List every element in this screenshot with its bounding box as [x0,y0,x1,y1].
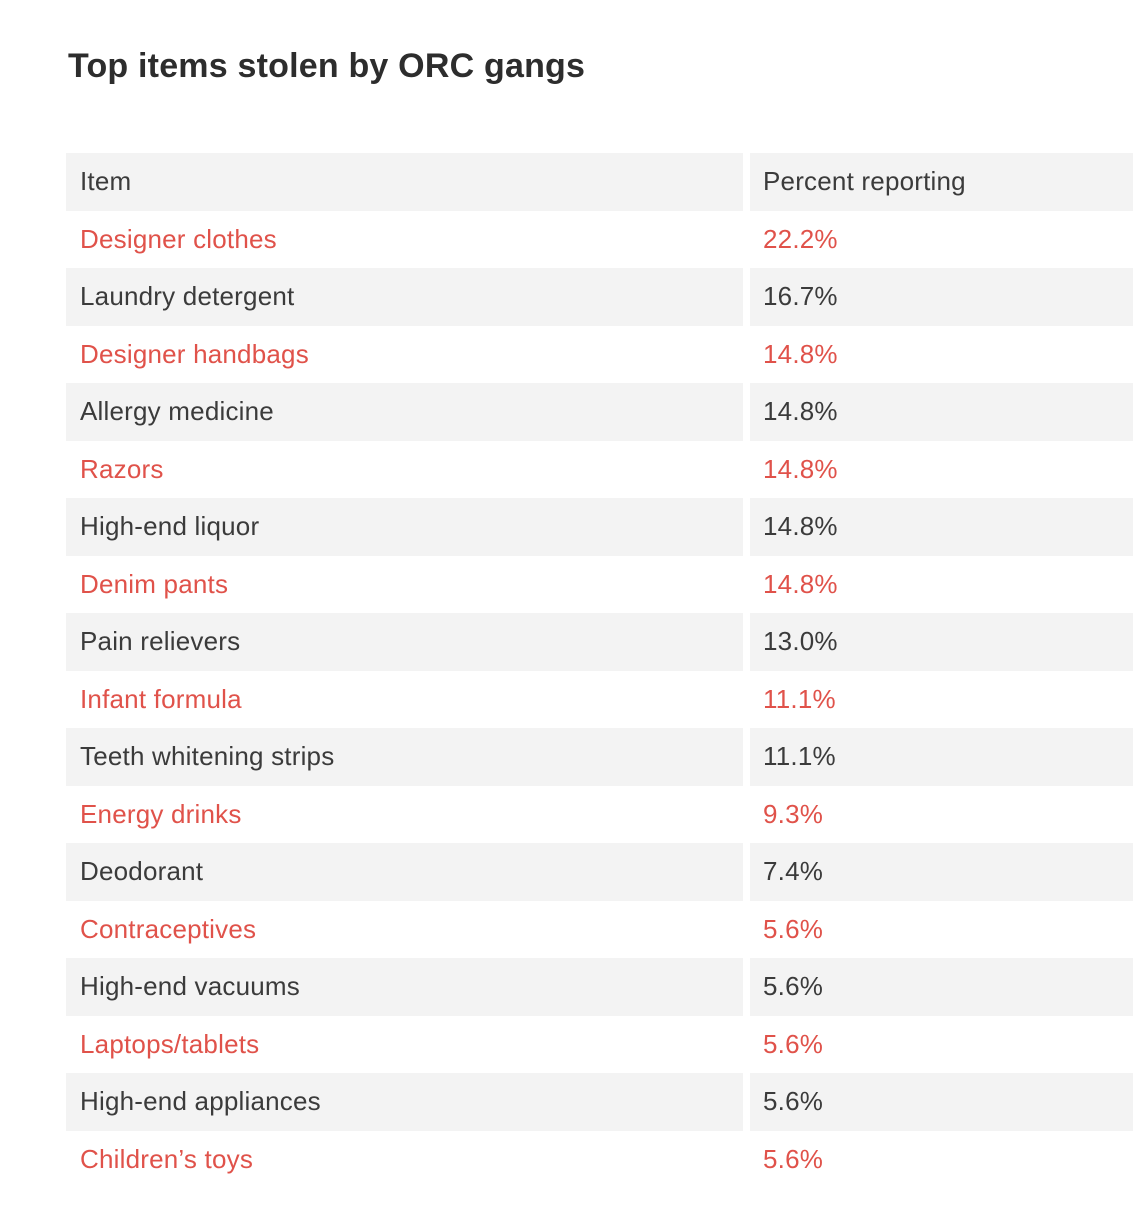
percent-cell: 16.7% [750,268,1133,326]
item-cell: Contraceptives [80,913,257,944]
table-body: Designer clothes 22.2% Laundry detergent 16… [66,211,1133,1189]
column-header-percent: Percent reporting [750,153,1133,211]
table-row: High-end vacuums 5.6% [66,958,1133,1016]
percent-cell: 22.2% [763,223,838,254]
table-row: Infant formula 11.1% [66,671,1133,729]
percent-cell: 5.6% [763,913,824,944]
table-row: Energy drinks 9.3% [66,786,1133,844]
table-row: Denim pants 14.8% [66,556,1133,614]
percent-cell: 14.8% [750,383,1133,441]
item-cell: High-end appliances [66,1073,743,1131]
table-row: Pain relievers 13.0% [66,613,1133,671]
table-row: Children’s toys 5.6% [66,1131,1133,1189]
item-cell: Designer clothes [80,223,277,254]
table-header-row: Item Percent reporting [66,153,1133,211]
percent-cell: 14.8% [763,453,838,484]
percent-cell: 14.8% [750,498,1133,556]
page-title: Top items stolen by ORC gangs [68,47,586,85]
item-cell: Designer handbags [80,338,309,369]
item-cell: Denim pants [80,568,229,599]
table-row: Designer handbags 14.8% [66,326,1133,384]
items-table: Item Percent reporting Designer clothes 2… [66,153,1133,1188]
table-row: Allergy medicine 14.8% [66,383,1133,441]
item-cell: Children’s toys [80,1143,254,1174]
item-cell: Deodorant [66,843,743,901]
table-row: Deodorant 7.4% [66,843,1133,901]
table-row: Teeth whitening strips 11.1% [66,728,1133,786]
percent-cell: 14.8% [763,568,838,599]
table-row: Laptops/tablets 5.6% [66,1016,1133,1074]
table-row: Razors 14.8% [66,441,1133,499]
item-cell: High-end liquor [66,498,743,556]
item-cell: Laundry detergent [66,268,743,326]
table-row: High-end appliances 5.6% [66,1073,1133,1131]
percent-cell: 5.6% [763,1143,824,1174]
percent-cell: 11.1% [763,683,836,714]
percent-cell: 5.6% [750,958,1133,1016]
percent-cell: 11.1% [750,728,1133,786]
item-cell: Laptops/tablets [80,1028,260,1059]
column-header-item: Item [66,153,743,211]
table-row: Laundry detergent 16.7% [66,268,1133,326]
percent-cell: 5.6% [763,1028,824,1059]
table-row: High-end liquor 14.8% [66,498,1133,556]
percent-cell: 9.3% [763,798,824,829]
table-row: Designer clothes 22.2% [66,211,1133,269]
item-cell: Allergy medicine [66,383,743,441]
percent-cell: 7.4% [750,843,1133,901]
item-cell: Infant formula [80,683,242,714]
item-cell: High-end vacuums [66,958,743,1016]
percent-cell: 5.6% [750,1073,1133,1131]
percent-cell: 14.8% [763,338,838,369]
percent-cell: 13.0% [750,613,1133,671]
item-cell: Energy drinks [80,798,242,829]
item-cell: Razors [80,453,164,484]
table-row: Contraceptives 5.6% [66,901,1133,959]
item-cell: Pain relievers [66,613,743,671]
item-cell: Teeth whitening strips [66,728,743,786]
